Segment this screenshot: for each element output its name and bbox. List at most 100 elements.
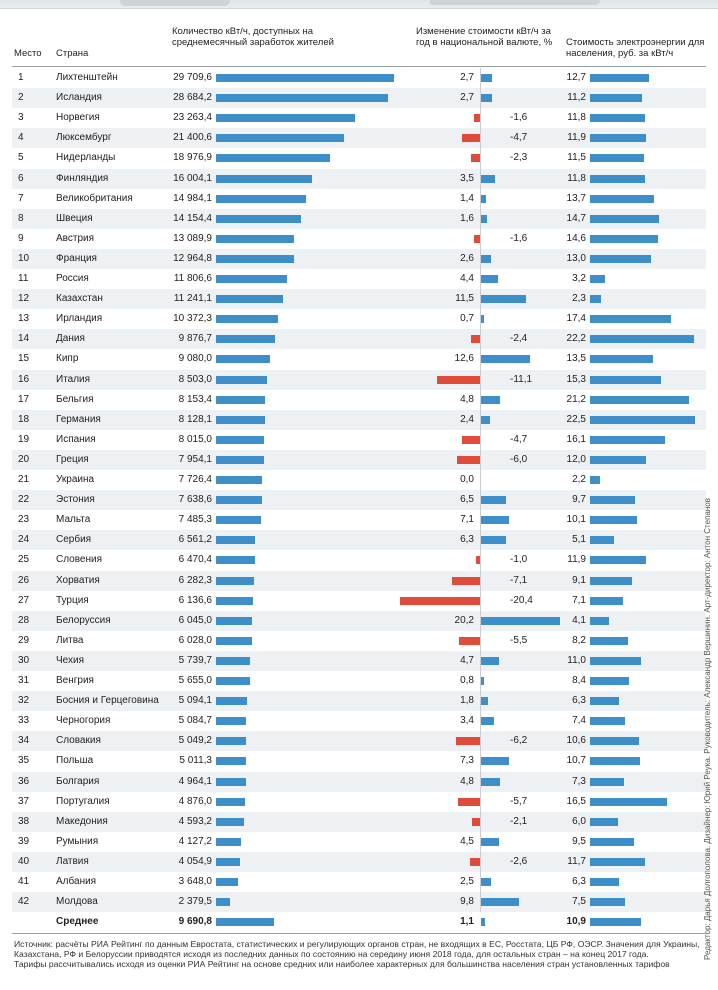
table-row: 7 Великобритания 14 984,1 1,4 13,7 (12, 189, 706, 209)
kwh-bar (216, 315, 279, 324)
country-cell: Мальта (56, 514, 91, 526)
change-bar (481, 837, 499, 846)
change-bar (481, 717, 495, 726)
change-value: 7,1 (460, 514, 474, 526)
table-row: 42 Молдова 2 379,5 9,8 7,5 (12, 892, 706, 913)
kwh-bar (216, 516, 261, 525)
table-row: 25 Словения 6 470,4 -1,0 11,9 (12, 550, 706, 570)
country-cell: Лихтенштейн (56, 72, 118, 83)
change-bar (481, 496, 507, 505)
kwh-bar (216, 214, 301, 223)
change-value: 4,8 (460, 393, 474, 405)
price-bar (590, 74, 650, 82)
kwh-bar (216, 194, 306, 203)
kwh-bar (216, 636, 253, 645)
change-bar (457, 797, 480, 806)
change-value: -1,0 (510, 554, 528, 566)
rank-cell: 21 (18, 474, 30, 485)
price-bar (590, 254, 651, 263)
country-cell: Словения (56, 554, 103, 566)
price-value: 7,4 (572, 715, 586, 727)
map-strip (0, 0, 718, 9)
country-cell: Финляндия (56, 172, 109, 184)
price-bar (590, 556, 646, 565)
change-bar (481, 777, 500, 786)
kwh-value: 18 976,9 (173, 152, 212, 164)
change-value: 2,7 (460, 72, 474, 83)
change-bar (481, 697, 489, 706)
country-cell: Польша (56, 755, 94, 767)
kwh-value: 9 876,7 (178, 333, 212, 345)
price-bar (590, 154, 644, 163)
price-bar (590, 114, 646, 123)
change-bar (481, 878, 491, 886)
rank-cell: 26 (18, 574, 30, 586)
table-row: 14 Дания 9 876,7 -2,4 22,2 (12, 329, 706, 350)
footnote-line: Тарифы рассчитывались исходя из оценки Р… (14, 959, 670, 970)
price-bar (590, 576, 633, 585)
table-row: 5 Нидерланды 18 976,9 -2,3 11,5 (12, 148, 706, 168)
change-bar (481, 174, 495, 183)
rank-cell: 27 (18, 594, 30, 606)
price-bar (590, 878, 620, 886)
change-value: 1,8 (460, 695, 474, 707)
price-bar (590, 355, 653, 364)
kwh-bar (216, 476, 263, 484)
rank-cell: 3 (18, 112, 24, 124)
change-value: 4,8 (460, 775, 474, 787)
kwh-value: 14 154,4 (173, 212, 212, 224)
change-bar (481, 415, 491, 424)
kwh-value: 4 876,0 (178, 795, 212, 807)
change-value: -4,7 (510, 433, 528, 445)
change-value: -6,2 (510, 735, 528, 747)
country-cell: Украина (56, 474, 95, 485)
price-value: 6,3 (572, 876, 586, 887)
change-value: 9,8 (460, 896, 474, 908)
table-row: 22 Эстония 7 638,6 6,5 9,7 (12, 490, 706, 511)
change-bar (481, 295, 526, 304)
table-row: 40 Латвия 4 054,9 -2,6 11,7 (12, 851, 706, 872)
kwh-value: 29 709,6 (173, 72, 212, 83)
change-bar (481, 616, 560, 625)
change-bar (400, 596, 480, 605)
change-value: 1,1 (460, 916, 474, 928)
change-bar (481, 395, 500, 404)
kwh-value: 6 028,0 (178, 634, 212, 646)
price-value: 11,8 (567, 172, 586, 184)
country-cell: Италия (56, 373, 91, 385)
price-bar (590, 395, 689, 404)
price-value: 11,8 (567, 112, 586, 124)
table-row: 18 Германия 8 128,1 2,4 22,5 (12, 409, 706, 430)
price-value: 2,2 (572, 474, 586, 485)
price-value: 6,0 (572, 815, 586, 827)
rank-cell: 33 (18, 715, 30, 727)
change-value: 0,0 (460, 474, 474, 485)
kwh-bar (216, 355, 271, 364)
country-cell: Македония (56, 815, 108, 827)
price-value: 9,1 (572, 574, 586, 586)
kwh-bar (216, 898, 231, 907)
table-row: 1 Лихтенштейн 29 709,6 2,7 12,7 (12, 68, 706, 88)
rank-cell: 29 (18, 634, 30, 646)
header-country: Страна (56, 48, 89, 59)
country-cell: Кипр (56, 353, 79, 365)
rank-cell: 38 (18, 815, 30, 827)
change-value: -11,1 (510, 373, 533, 385)
table-row: 20 Греция 7 954,1 -6,0 12,0 (12, 449, 706, 470)
change-zero-axis (480, 68, 481, 912)
table-row: 29 Литва 6 028,0 -5,5 8,2 (12, 631, 706, 651)
table-row: 15 Кипр 9 080,0 12,6 13,5 (12, 349, 706, 369)
kwh-value: 3 648,0 (178, 876, 212, 887)
price-value: 2,3 (572, 293, 586, 305)
kwh-value: 8 503,0 (178, 373, 212, 385)
kwh-bar (216, 596, 253, 605)
price-value: 16,1 (566, 433, 586, 445)
kwh-value: 4 127,2 (178, 835, 212, 847)
rank-cell: 5 (18, 152, 24, 164)
kwh-value: 8 015,0 (178, 433, 212, 445)
change-value: -1,6 (510, 112, 528, 124)
rank-cell: 22 (18, 494, 30, 506)
price-bar (590, 616, 610, 625)
price-bar (590, 455, 646, 464)
rank-cell: 40 (18, 855, 30, 867)
